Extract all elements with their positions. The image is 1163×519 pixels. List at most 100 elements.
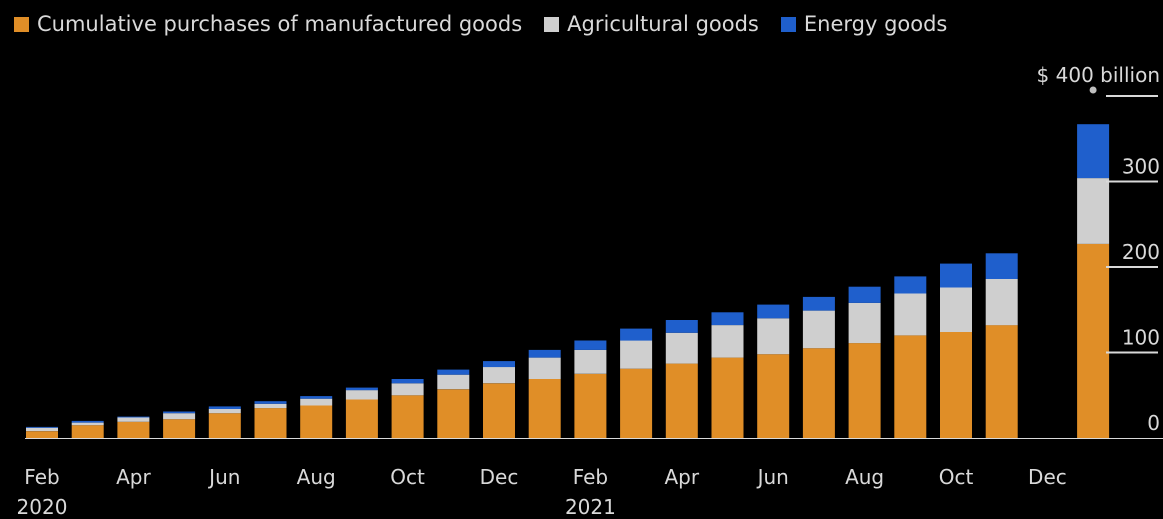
bar-energy-11 bbox=[528, 349, 561, 358]
bar-agricultural-20 bbox=[940, 287, 972, 332]
legend-item-energy: Energy goods bbox=[780, 12, 948, 36]
bar-manufactured-7 bbox=[345, 399, 378, 438]
bar-energy-6 bbox=[300, 396, 333, 399]
bar-manufactured-20 bbox=[940, 332, 972, 438]
bar-energy-13 bbox=[620, 328, 653, 341]
bar-energy-4 bbox=[208, 406, 241, 409]
x-tick-label-2: Apr bbox=[116, 465, 151, 489]
x-tick-label-18: Aug bbox=[845, 465, 884, 489]
x-tick-label-12: Feb bbox=[573, 465, 608, 489]
bar-agricultural-6 bbox=[300, 398, 333, 406]
bar-energy-2 bbox=[117, 416, 150, 418]
bar-manufactured-14 bbox=[665, 363, 698, 438]
bar-agricultural-11 bbox=[528, 357, 561, 379]
bar-manufactured-15 bbox=[711, 357, 744, 438]
x-tick-label-10: Dec bbox=[480, 465, 519, 489]
bar-energy-14 bbox=[665, 320, 698, 333]
bar-manufactured-12 bbox=[574, 373, 607, 438]
bar-agricultural-23 bbox=[1077, 178, 1110, 244]
bar-agricultural-9 bbox=[437, 374, 470, 390]
bar-manufactured-19 bbox=[894, 335, 927, 438]
bar-manufactured-8 bbox=[391, 395, 424, 439]
bar-manufactured-0 bbox=[26, 431, 58, 438]
bar-manufactured-21 bbox=[985, 325, 1018, 438]
bar-manufactured-2 bbox=[117, 421, 150, 438]
bar-energy-0 bbox=[26, 426, 58, 428]
bar-manufactured-9 bbox=[437, 389, 470, 438]
bar-agricultural-16 bbox=[757, 318, 790, 355]
bar-energy-15 bbox=[711, 312, 744, 326]
bar-agricultural-4 bbox=[208, 408, 241, 414]
legend-label-agricultural: Agricultural goods bbox=[567, 12, 759, 36]
x-tick-label-16: Jun bbox=[756, 465, 789, 489]
bar-agricultural-1 bbox=[71, 422, 104, 426]
bar-energy-7 bbox=[345, 387, 378, 391]
bar-agricultural-3 bbox=[163, 413, 196, 420]
x-tick-label-4: Jun bbox=[207, 465, 240, 489]
bar-manufactured-4 bbox=[208, 413, 241, 438]
bar-agricultural-7 bbox=[345, 390, 378, 400]
x-tick-label-6: Aug bbox=[297, 465, 336, 489]
bar-energy-16 bbox=[757, 304, 790, 319]
bar-energy-23 bbox=[1077, 124, 1110, 179]
x-tick-label-20: Oct bbox=[939, 465, 974, 489]
bar-manufactured-3 bbox=[163, 419, 196, 438]
legend-swatch-manufactured bbox=[14, 16, 29, 32]
x-tick-year-0: 2020 bbox=[17, 495, 68, 519]
legend-item-agricultural: Agricultural goods bbox=[544, 12, 759, 36]
bar-manufactured-17 bbox=[802, 348, 835, 438]
bar-manufactured-16 bbox=[757, 354, 790, 438]
bar-manufactured-18 bbox=[848, 343, 881, 438]
y-tick-label-200: 200 bbox=[1122, 240, 1160, 264]
bar-agricultural-12 bbox=[574, 349, 607, 374]
bar-energy-8 bbox=[391, 379, 424, 384]
y-tick-label-100: 100 bbox=[1122, 326, 1160, 350]
bar-agricultural-13 bbox=[620, 340, 653, 369]
bar-agricultural-18 bbox=[848, 302, 881, 344]
legend-label-energy: Energy goods bbox=[803, 12, 948, 36]
y-tick-label-300: 300 bbox=[1122, 155, 1160, 179]
target-marker-dot bbox=[1089, 86, 1097, 94]
x-tick-label-14: Apr bbox=[664, 465, 699, 489]
bar-manufactured-1 bbox=[71, 425, 104, 438]
x-tick-label-22: Dec bbox=[1028, 465, 1067, 489]
bar-agricultural-15 bbox=[711, 325, 744, 358]
legend-swatch-agricultural bbox=[544, 16, 560, 32]
bar-energy-18 bbox=[848, 286, 881, 303]
bar-energy-9 bbox=[437, 369, 470, 375]
legend-label-manufactured: Cumulative purchases of manufactured goo… bbox=[37, 12, 523, 36]
bar-energy-20 bbox=[940, 263, 972, 288]
bar-manufactured-5 bbox=[254, 408, 287, 438]
bar-agricultural-21 bbox=[985, 279, 1018, 326]
legend-item-manufactured: Cumulative purchases of manufactured goo… bbox=[14, 12, 522, 36]
bar-agricultural-8 bbox=[391, 383, 424, 396]
bar-manufactured-11 bbox=[528, 379, 561, 438]
bar-agricultural-2 bbox=[117, 417, 150, 422]
bar-agricultural-0 bbox=[26, 427, 58, 432]
x-tick-label-0: Feb bbox=[24, 465, 59, 489]
bar-manufactured-13 bbox=[620, 368, 653, 438]
bar-agricultural-19 bbox=[894, 293, 927, 336]
bar-energy-3 bbox=[163, 411, 196, 414]
bar-energy-17 bbox=[802, 296, 835, 311]
legend: Cumulative purchases of manufactured goo… bbox=[14, 12, 947, 36]
x-tick-label-8: Oct bbox=[390, 465, 425, 489]
bar-energy-1 bbox=[71, 420, 104, 423]
bar-energy-12 bbox=[574, 340, 607, 350]
bar-agricultural-5 bbox=[254, 403, 287, 409]
legend-swatch-energy bbox=[780, 16, 796, 32]
bar-agricultural-14 bbox=[665, 332, 698, 364]
bar-energy-21 bbox=[985, 253, 1018, 279]
bar-agricultural-17 bbox=[802, 310, 835, 349]
bar-manufactured-23 bbox=[1077, 243, 1110, 438]
x-tick-year-12: 2021 bbox=[565, 495, 616, 519]
bar-energy-10 bbox=[483, 361, 515, 368]
bar-manufactured-6 bbox=[300, 405, 333, 438]
y-tick-label-400: $ 400 billion bbox=[1037, 63, 1160, 87]
bar-energy-19 bbox=[894, 276, 927, 294]
bar-agricultural-10 bbox=[483, 367, 515, 384]
bar-manufactured-10 bbox=[483, 383, 515, 438]
bar-energy-5 bbox=[254, 401, 287, 404]
y-tick-label-0: 0 bbox=[1147, 411, 1160, 435]
